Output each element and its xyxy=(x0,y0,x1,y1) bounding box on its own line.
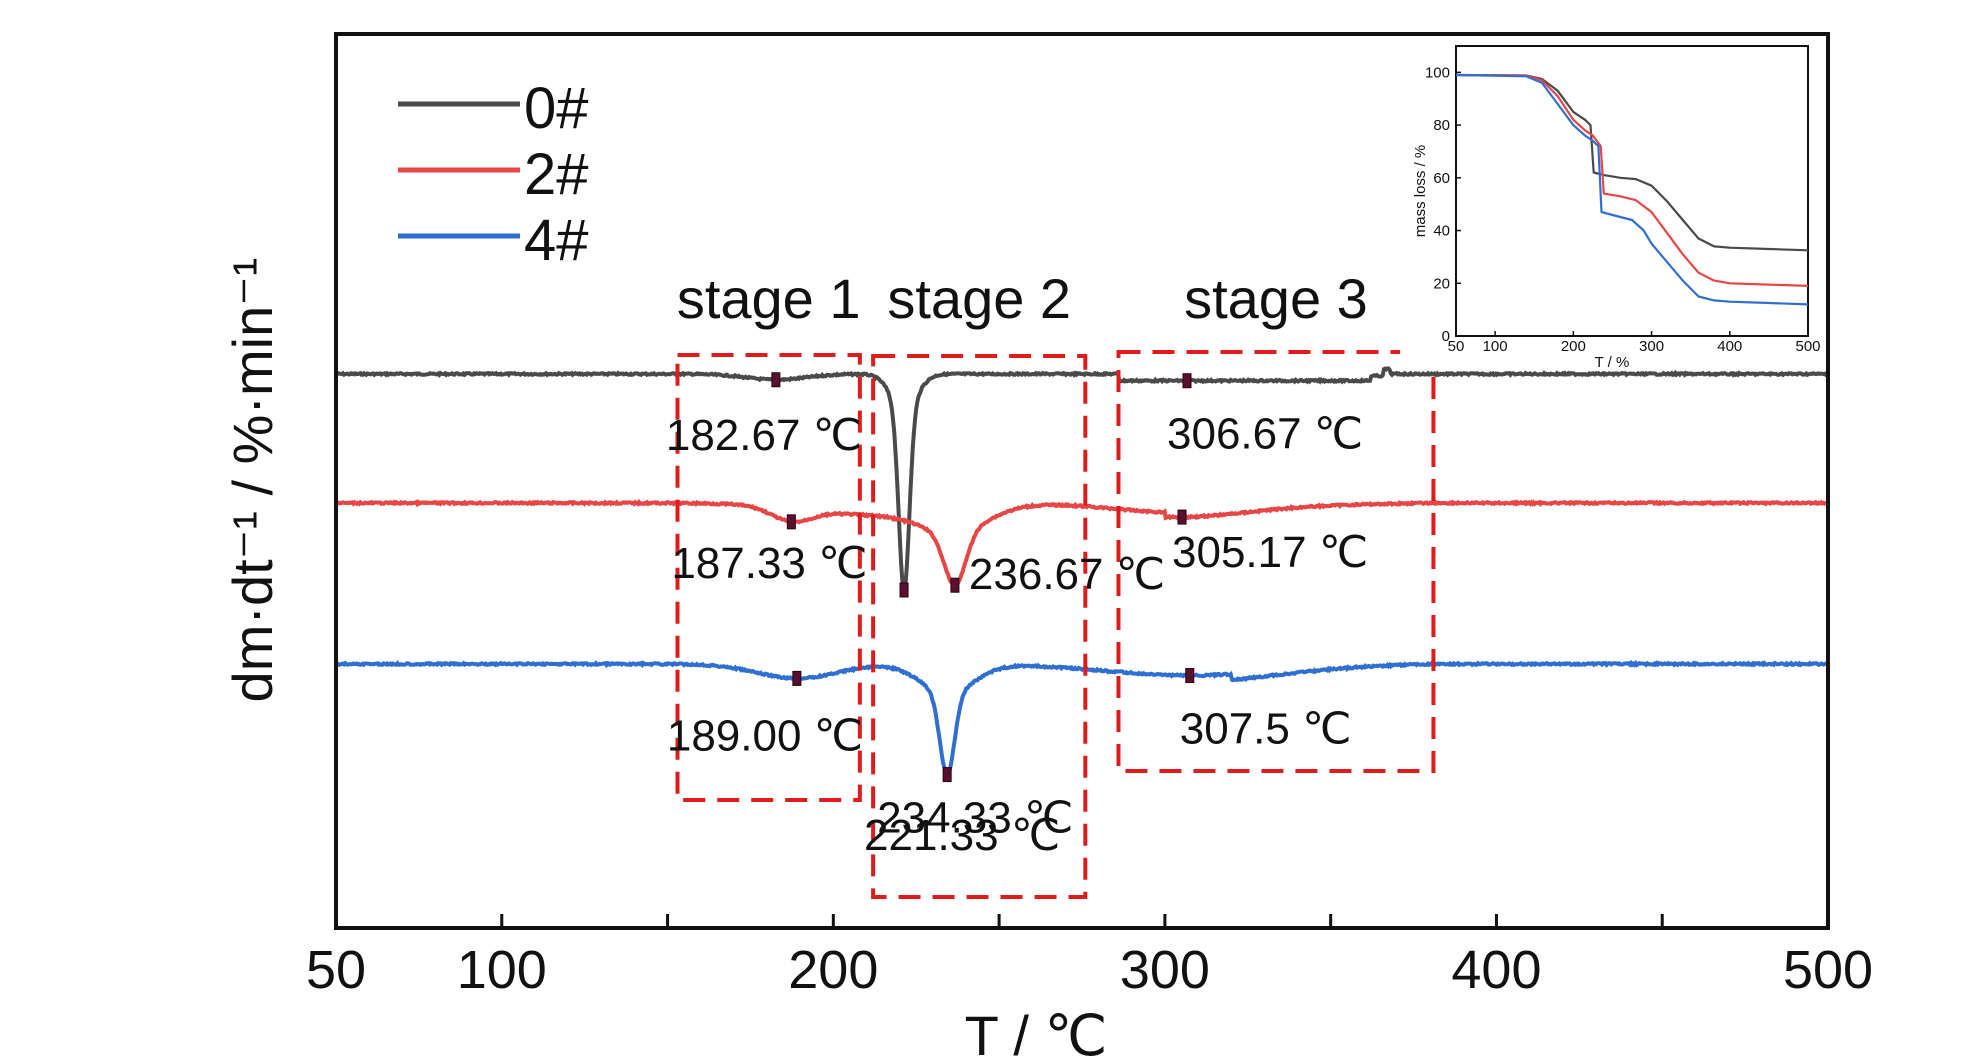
stage-box-2 xyxy=(871,354,1088,899)
peak-label-2-2: 236.67 ℃ xyxy=(969,550,1165,599)
stage-box-1 xyxy=(675,353,862,802)
peak-label-2-3: 305.17 ℃ xyxy=(1172,528,1368,577)
series-layer xyxy=(335,366,1828,778)
stage-label-2: stage 2 xyxy=(887,267,1071,330)
peak-labels: 182.67 ℃ 221.33 ℃ 306.67 ℃ 187.33 ℃ 236.67 ℃… xyxy=(666,410,1368,860)
stage-boxes: stage 1 stage 2 stage 3 xyxy=(675,267,1436,899)
inset-x-tick-label-500: 500 xyxy=(1795,338,1820,355)
inset-y-tick-label-100: 100 xyxy=(1425,64,1450,81)
inset-y-tick-label-40: 40 xyxy=(1433,223,1450,240)
inset-x-tick-label-300: 300 xyxy=(1639,338,1664,355)
x-axis-title: T / ℃ xyxy=(965,1004,1108,1063)
y-axis-title: dm·dt⁻¹ / %·min⁻¹ xyxy=(221,258,284,703)
peak-label-0-2: 221.33 ℃ xyxy=(864,811,1060,860)
legend-label-0: 0# xyxy=(524,76,589,141)
stage-box-3 xyxy=(1116,350,1436,773)
inset-series-2 xyxy=(1455,73,1809,287)
plot-frame xyxy=(334,32,1830,930)
inset-y-tick-label-80: 80 xyxy=(1433,117,1450,134)
series-line-4 xyxy=(335,659,1828,778)
peak-label-2-1: 187.33 ℃ xyxy=(671,539,867,588)
stage-label-3: stage 3 xyxy=(1184,267,1368,330)
peak-label-0-1: 182.67 ℃ xyxy=(666,411,862,460)
inset-x-tick-label-50: 50 xyxy=(1448,338,1465,355)
x-tick-label-100: 100 xyxy=(457,940,547,1000)
inset-frame xyxy=(1455,45,1809,337)
inset-y-tick-label-20: 20 xyxy=(1433,275,1450,292)
peak-marker-0-1 xyxy=(771,372,781,388)
inset-chart: 50 100 200 300 400 500 0 20 40 60 80 100 T / % mass l… xyxy=(1400,40,1821,371)
series-line-2 xyxy=(335,498,1828,588)
legend-label-2: 2# xyxy=(524,142,589,207)
inset-background xyxy=(1400,40,1818,370)
peak-marker-0-2 xyxy=(899,582,909,598)
peak-label-4-1: 189.00 ℃ xyxy=(667,711,863,760)
inset-x-tick-label-200: 200 xyxy=(1561,338,1586,355)
peak-markers xyxy=(771,372,1195,783)
stage-label-1: stage 1 xyxy=(677,267,861,330)
x-tick-label-50: 50 xyxy=(306,940,366,1000)
peak-marker-4-1 xyxy=(792,670,802,686)
peak-marker-2-2 xyxy=(950,577,960,593)
x-tick-label-500: 500 xyxy=(1783,940,1873,1000)
peak-label-4-2: 234.33 ℃ xyxy=(877,794,1073,843)
peak-label-0-3: 306.67 ℃ xyxy=(1167,410,1363,459)
inset-series-4 xyxy=(1455,73,1809,306)
inset-y-axis-title: mass loss / % xyxy=(1412,145,1429,238)
inset-x-tick-label-100: 100 xyxy=(1483,338,1508,355)
x-tick-label-400: 400 xyxy=(1451,940,1541,1000)
x-axis: 50 100 200 300 400 500 xyxy=(306,914,1873,1000)
x-tick-label-200: 200 xyxy=(788,940,878,1000)
inset-series-0 xyxy=(1455,73,1809,252)
peak-marker-2-1 xyxy=(786,514,796,530)
peak-marker-4-2 xyxy=(942,767,952,783)
peak-marker-4-3 xyxy=(1185,668,1195,684)
peak-marker-0-3 xyxy=(1182,373,1192,389)
inset-y-tick-label-0: 0 xyxy=(1442,328,1450,345)
legend-label-4: 4# xyxy=(524,208,589,273)
series-line-0 xyxy=(335,366,1828,592)
inset-x-tick-label-400: 400 xyxy=(1717,338,1742,355)
inset-x-axis-title: T / % xyxy=(1595,354,1630,371)
legend: 0#2#4# xyxy=(398,76,589,273)
inset-y-tick-label-60: 60 xyxy=(1433,170,1450,187)
x-tick-label-300: 300 xyxy=(1120,940,1210,1000)
peak-label-4-3: 307.5 ℃ xyxy=(1180,705,1352,754)
peak-marker-2-3 xyxy=(1177,509,1187,525)
